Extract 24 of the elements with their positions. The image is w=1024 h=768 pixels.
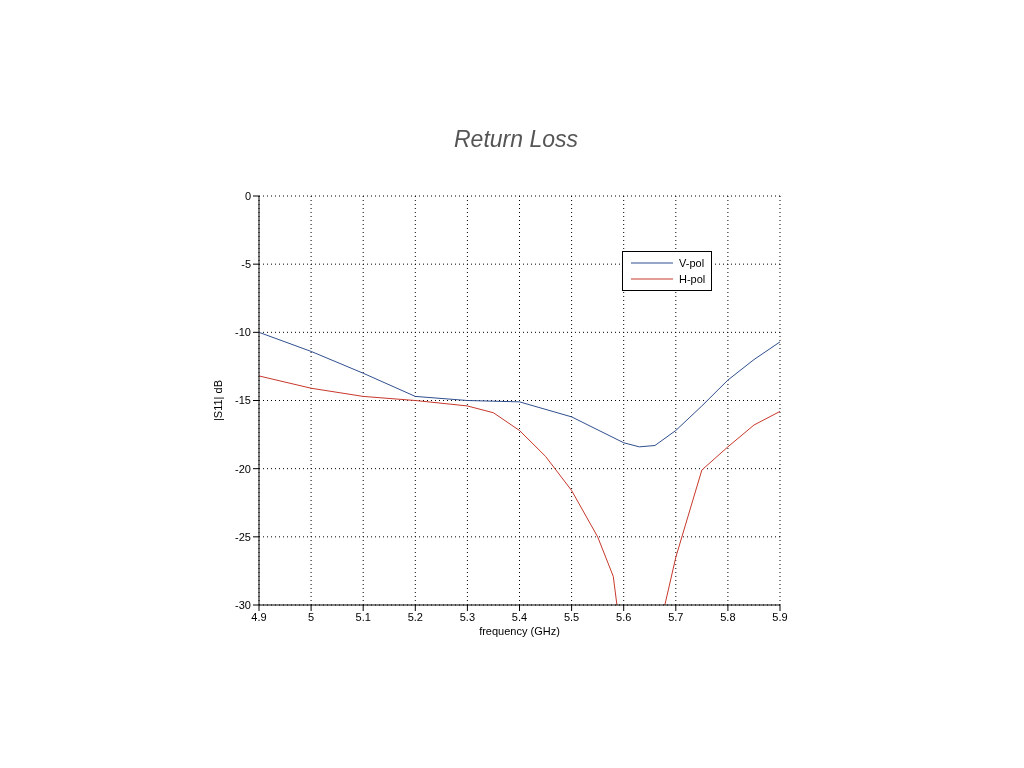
x-tick-label: 5 (308, 610, 315, 623)
y-tick-label: -5 (241, 258, 251, 271)
y-tick-label: 0 (244, 189, 251, 202)
x-tick-label: 5.9 (772, 610, 788, 623)
x-tick-label: 5.3 (459, 610, 476, 623)
y-tick-label: -15 (235, 394, 251, 407)
x-tick-label: 5.8 (720, 610, 736, 623)
line-series (259, 331, 780, 448)
x-axis-title: frequency (GHz) (479, 625, 560, 637)
y-axis-title: |S11| dB (211, 380, 224, 421)
y-tick-label: -30 (235, 598, 251, 611)
x-tick-label: 5.2 (407, 610, 423, 623)
y-tick-label: -20 (235, 462, 251, 475)
x-tick-label: 4.9 (251, 610, 267, 623)
y-tick-label: -25 (235, 530, 251, 543)
legend-label: V-pol (679, 257, 705, 269)
x-tick-label: 5.4 (511, 610, 528, 623)
legend-label: H-pol (679, 273, 706, 285)
x-tick-label: 5.5 (563, 610, 580, 623)
x-tick-label: 5.7 (668, 610, 684, 623)
y-tick-label: -10 (235, 326, 251, 339)
chart-title: Return Loss (453, 126, 579, 153)
x-tick-label: 5.6 (616, 610, 632, 623)
x-tick-label: 5.1 (355, 610, 371, 623)
